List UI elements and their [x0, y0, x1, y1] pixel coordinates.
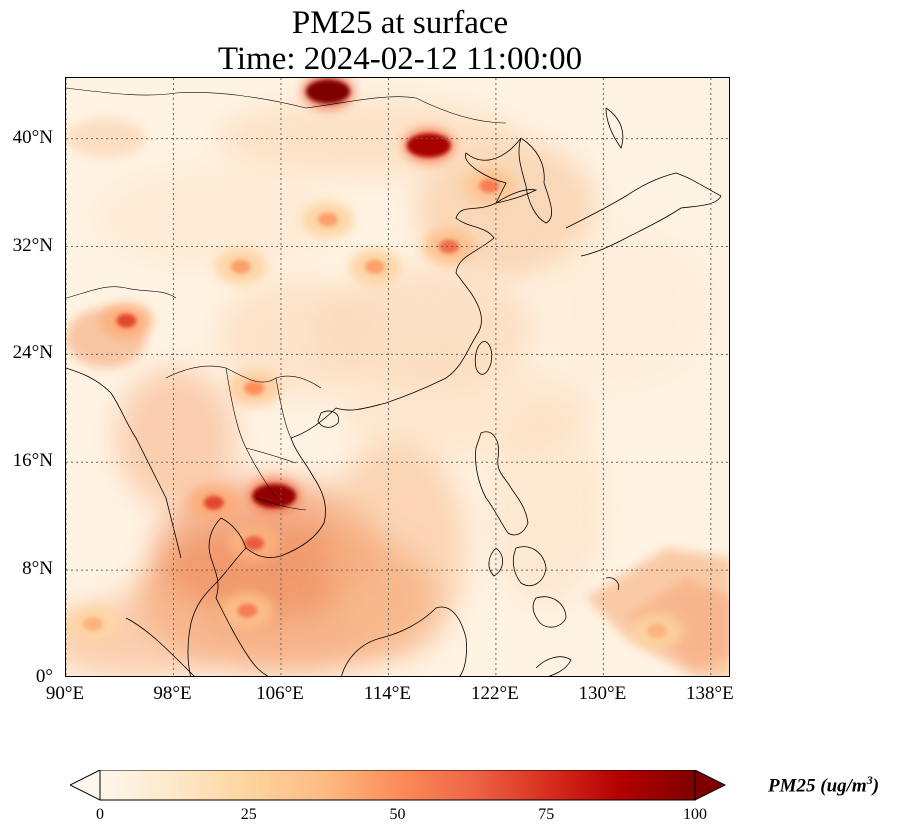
latitude-tick-label: 0° — [35, 666, 53, 687]
pm25-field-map — [66, 78, 729, 676]
colorbar-tick-label: 100 — [683, 806, 707, 823]
latitude-tick-label: 8°N — [22, 558, 53, 580]
pm25-hotspot — [237, 603, 258, 618]
latitude-tick-label: 32°N — [12, 234, 53, 256]
colorbar-tick-label: 25 — [240, 806, 257, 823]
pm25-hotspot — [364, 259, 385, 274]
colorbar-label-close: ) — [872, 775, 880, 797]
longitude-tick-label: 90°E — [45, 683, 85, 704]
pm25-hotspot — [252, 483, 297, 508]
pm25-hotspot — [82, 617, 103, 632]
pm25-hotspots — [66, 78, 684, 649]
pm25-hotspot — [203, 495, 224, 510]
colorbar-label: PM25 (ug/m3) — [768, 773, 879, 797]
longitude-tick-label: 130°E — [578, 683, 627, 704]
latitude-tick-label: 16°N — [12, 450, 53, 472]
map-subtitle-time: Time: 2024-02-12 11:00:00 — [217, 41, 583, 77]
pm25-hotspot — [244, 536, 265, 551]
longitude-tick-label: 106°E — [256, 683, 304, 704]
colorbar-extend-over — [694, 770, 727, 801]
colorbar-label-text: PM25 (ug/m — [768, 775, 867, 797]
lat-lon-gridlines — [66, 78, 729, 676]
latitude-tick-label: 24°N — [12, 342, 53, 364]
pm25-hotspot — [305, 79, 350, 104]
colorbar — [70, 770, 727, 801]
longitude-tick-label: 114°E — [363, 683, 411, 704]
map-panel — [65, 77, 730, 677]
colorbar-tick-label: 75 — [538, 806, 555, 823]
colorbar-extend-under — [70, 770, 101, 801]
colorbar-ramp — [99, 770, 696, 801]
pm25-hotspot — [230, 259, 251, 274]
pm25-hotspot — [647, 623, 668, 638]
colorbar-tick-label: 50 — [389, 806, 406, 823]
colorbar-tick-label: 0 — [96, 806, 104, 823]
pm25-background-field — [66, 78, 729, 676]
pm25-hotspot — [116, 313, 137, 328]
coastlines-and-borders — [66, 87, 722, 676]
longitude-tick-label: 138°E — [685, 683, 734, 704]
pm25-hotspot — [479, 178, 500, 193]
pm25-hotspot — [244, 381, 265, 396]
pm25-hotspot — [406, 133, 451, 158]
longitude-tick-label: 122°E — [471, 683, 519, 704]
latitude-tick-label: 40°N — [12, 126, 53, 148]
pm25-hotspot — [317, 212, 338, 227]
map-title: PM25 at surface — [291, 5, 509, 41]
longitude-tick-label: 98°E — [153, 683, 192, 704]
pm25-hotspot — [438, 239, 459, 254]
colorbar-label-exponent: 3 — [866, 773, 873, 787]
